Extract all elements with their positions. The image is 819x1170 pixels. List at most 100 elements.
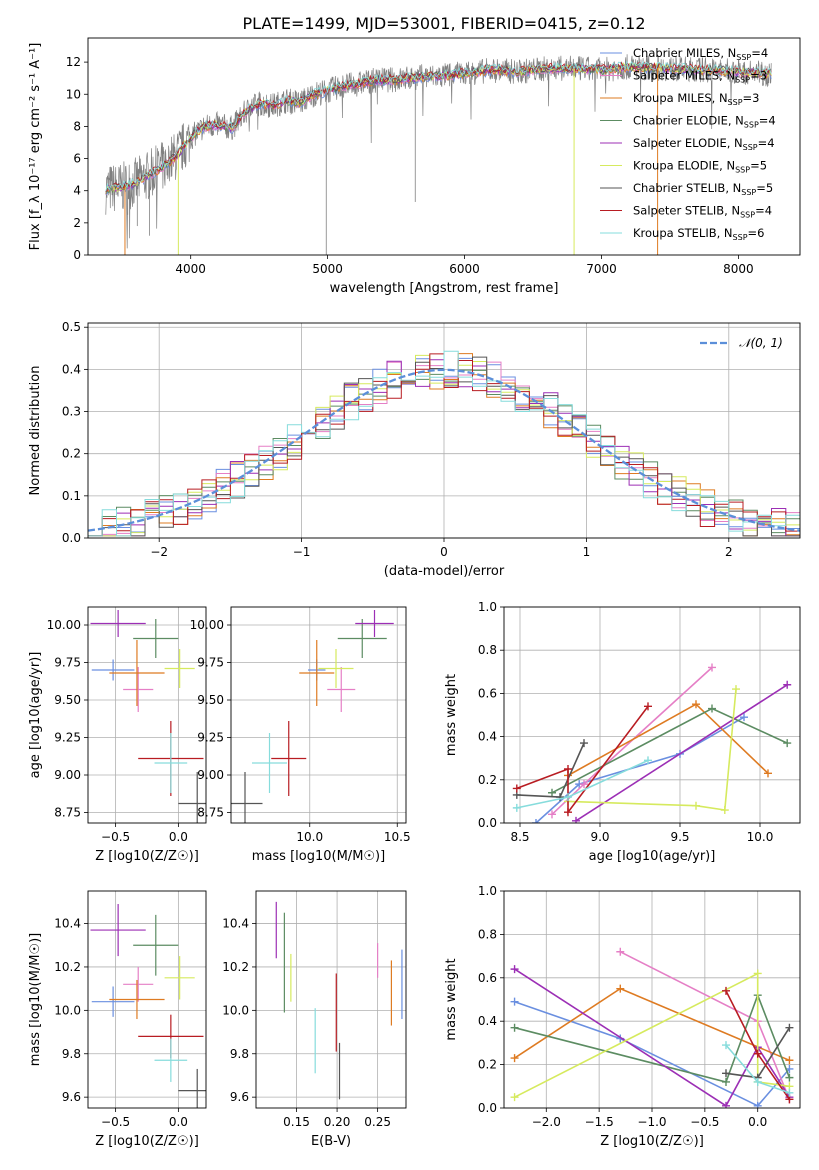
- data-point-marker: [512, 803, 521, 812]
- x-axis-label: Z [log10(Z/Z☉)]: [95, 849, 199, 864]
- x-tick-label: 9.5: [670, 830, 689, 844]
- y-tick-label: 9.75: [54, 656, 81, 670]
- model-spectrum-line: [105, 60, 772, 192]
- y-tick-label: 0.2: [62, 447, 81, 461]
- y-tick-label: 10.00: [190, 618, 224, 632]
- data-point-marker: [692, 700, 700, 709]
- legend-entry: Kroupa MILES, NSSP=3: [633, 91, 759, 107]
- data-point-marker: [722, 1077, 730, 1086]
- y-tick-label: 0.8: [478, 643, 497, 657]
- legend-entry: Salpeter STELIB, NSSP=4: [633, 204, 772, 220]
- plot-area: [510, 947, 794, 1108]
- x-axis-label: mass [log10(M/M☉)]: [252, 849, 385, 864]
- y-tick-label: 1.0: [478, 884, 497, 898]
- data-point-marker: [580, 780, 588, 789]
- data-point-marker: [720, 806, 729, 815]
- data-spectrum-line: [105, 54, 772, 249]
- legend-entry: Chabrier MILES, NSSP=4: [633, 46, 768, 62]
- y-tick-label: 10.4: [54, 917, 81, 931]
- axes-frame: [87, 606, 207, 824]
- y-tick-label: 2: [73, 216, 81, 230]
- model-spectrum-line: [105, 64, 772, 195]
- normal-curve: [88, 368, 800, 532]
- y-tick-label: 6: [73, 152, 81, 166]
- y-tick-label: 10.00: [47, 618, 81, 632]
- panel-residual_histogram: −2 −1 0 1 2 0.0 0.1 0.2 0.3 0.4 0.5 (data-model)/er…: [28, 320, 801, 579]
- x-tick-label: 0.20: [324, 1115, 351, 1129]
- axes-frame: [87, 890, 207, 1109]
- plot-area: [90, 610, 206, 823]
- x-tick-label: −2: [150, 545, 168, 559]
- x-tick-label: 0.15: [283, 1115, 310, 1129]
- y-tick-label: 10: [66, 87, 81, 101]
- y-tick-label: 0.0: [478, 816, 497, 830]
- y-tick-label: 9.8: [230, 1047, 249, 1061]
- panel-spectrum: 4000 5000 6000 7000 8000 0 2 4 6 8 10 12 wavelength …: [28, 37, 801, 296]
- panel-age_vs_mass: 10.0 10.5 8.75 9.00 9.25 9.50 9.75 10.00 mass [l…: [190, 606, 411, 864]
- data-point-marker: [722, 1041, 730, 1050]
- y-tick-label: 10.0: [222, 1003, 249, 1017]
- y-tick-label: 1.0: [478, 600, 497, 614]
- data-point-marker: [764, 769, 772, 778]
- data-point-marker: [510, 1054, 519, 1063]
- x-tick-label: 0.0: [169, 1115, 188, 1129]
- data-point-marker: [708, 663, 716, 672]
- x-tick-label: 0.25: [364, 1115, 391, 1129]
- data-point-marker: [753, 1077, 762, 1086]
- plot-area: [512, 663, 792, 823]
- x-tick-label: 0: [440, 545, 448, 559]
- legend-entry: Salpeter MILES, NSSP=3: [633, 69, 767, 85]
- panel-mass_weight_vs_age: 8.5 9.0 9.5 10.0 0.0 0.2 0.4 0.6 0.8 1.0 age [log1…: [444, 600, 801, 864]
- data-point-marker: [548, 810, 556, 819]
- data-point-marker: [740, 713, 748, 722]
- y-tick-label: 10.0: [54, 1003, 81, 1017]
- x-tick-label: 9.0: [590, 830, 609, 844]
- data-point-marker: [556, 793, 564, 802]
- y-tick-label: 9.00: [197, 768, 224, 782]
- series-line: [551, 666, 713, 815]
- x-tick-label: 8.5: [510, 830, 529, 844]
- y-axis-label: Normed distribution: [28, 366, 43, 496]
- legend-entry: Salpeter ELODIE, NSSP=4: [633, 136, 775, 152]
- y-tick-label: 0.4: [62, 362, 81, 376]
- panel-mass_vs_Z: −0.5 0.0 9.6 9.8 10.0 10.2 10.4 Z [log10(Z/Z☉)]…: [28, 890, 207, 1149]
- data-point-marker: [753, 1101, 762, 1108]
- y-tick-label: 9.00: [54, 768, 81, 782]
- y-tick-label: 10.2: [54, 960, 81, 974]
- x-axis-label: E(B-V): [311, 1134, 351, 1149]
- data-point-marker: [783, 739, 792, 748]
- y-tick-label: 9.50: [54, 693, 81, 707]
- data-point-marker: [616, 947, 625, 956]
- figure-title: PLATE=1499, MJD=53001, FIBERID=0415, z=0…: [242, 14, 645, 33]
- x-axis-label: Z [log10(Z/Z☉)]: [95, 1134, 199, 1149]
- series-line: [516, 705, 649, 815]
- y-tick-label: 12: [66, 55, 81, 69]
- histogram-step-line: [88, 350, 800, 537]
- x-tick-label: 0.0: [748, 1115, 767, 1129]
- y-tick-label: 10.4: [222, 917, 249, 931]
- x-axis-label: Z [log10(Z/Z☉)]: [600, 1134, 704, 1149]
- x-tick-label: −2.0: [532, 1115, 561, 1129]
- x-tick-label: 8000: [723, 262, 754, 276]
- x-tick-label: 10.0: [747, 830, 774, 844]
- x-tick-label: −0.5: [690, 1115, 719, 1129]
- x-tick-label: 4000: [175, 262, 206, 276]
- data-point-marker: [708, 704, 716, 713]
- y-tick-label: 0.8: [478, 927, 497, 941]
- y-tick-label: 0.5: [62, 320, 81, 334]
- x-tick-label: −0.5: [101, 830, 130, 844]
- y-tick-label: 4: [73, 184, 81, 198]
- y-tick-label: 0.3: [62, 405, 81, 419]
- y-tick-label: 9.6: [230, 1090, 249, 1104]
- x-tick-label: −0.5: [101, 1115, 130, 1129]
- legend-entry: 𝒩(0, 1): [739, 336, 783, 350]
- legend-entry: Kroupa ELODIE, NSSP=5: [633, 159, 767, 175]
- data-point-marker: [510, 997, 519, 1006]
- y-tick-label: 0.6: [478, 971, 497, 985]
- axes-frame: [255, 890, 407, 1109]
- legend-entry: Kroupa STELIB, NSSP=6: [633, 226, 764, 242]
- y-tick-label: 0.1: [62, 489, 81, 503]
- x-axis-label: age [log10(age/yr)]: [589, 849, 716, 864]
- data-point-marker: [510, 965, 519, 974]
- y-tick-label: 8: [73, 119, 81, 133]
